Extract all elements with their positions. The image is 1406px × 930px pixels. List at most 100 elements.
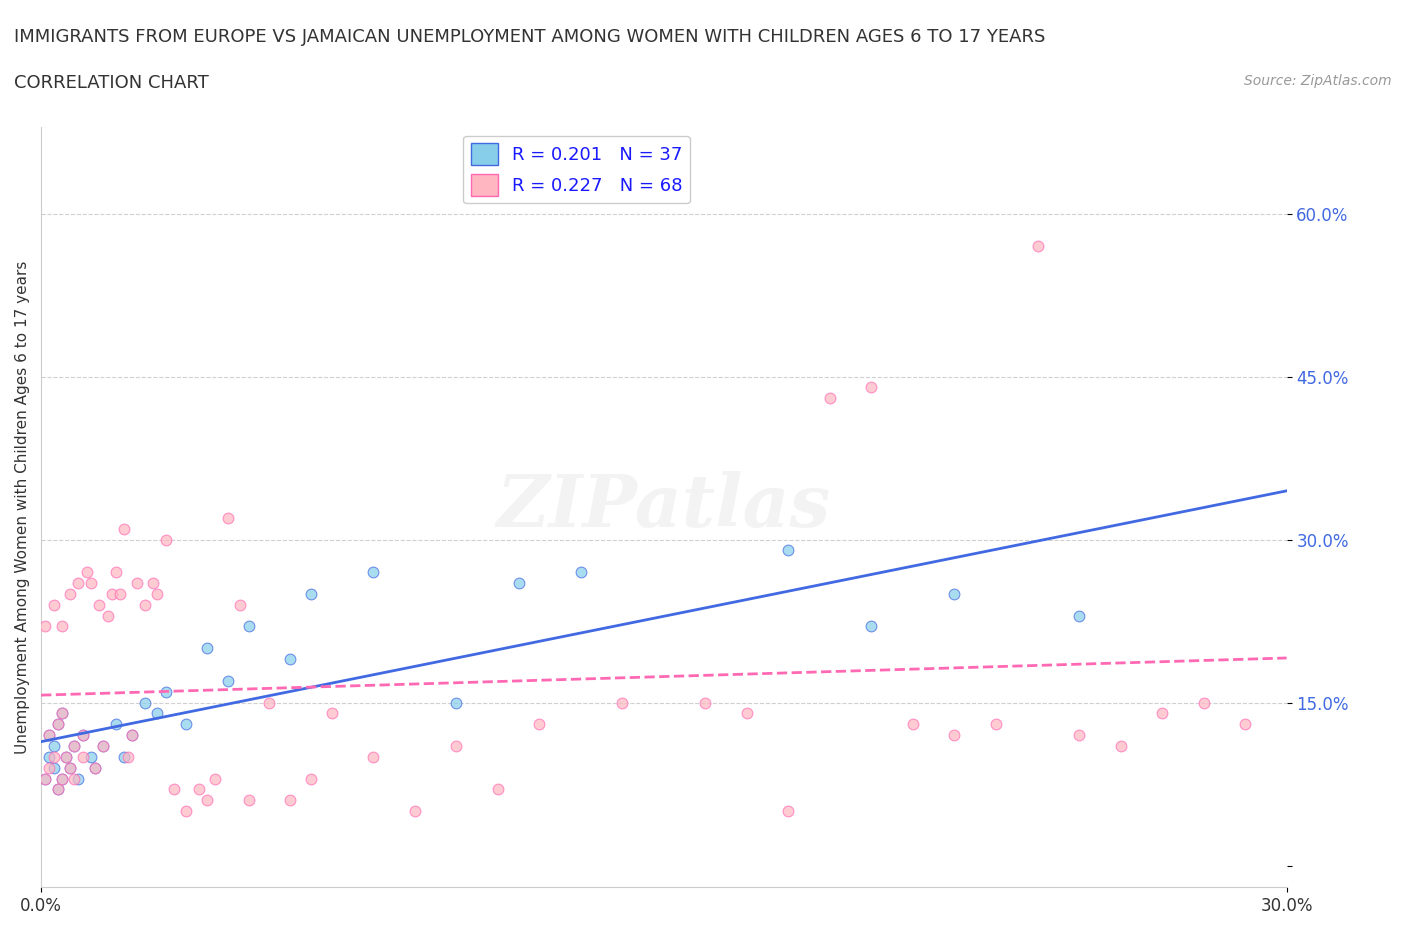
- Point: [134, 597, 156, 612]
- Point: [42, 597, 65, 612]
- Point: [42, 738, 65, 753]
- Point: [80, 576, 103, 591]
- Point: [486, 782, 509, 797]
- Point: [299, 587, 322, 602]
- Point: [238, 619, 260, 634]
- Point: [1109, 738, 1132, 753]
- Point: [176, 804, 198, 818]
- Point: [229, 597, 252, 612]
- Point: [901, 717, 924, 732]
- Point: [984, 717, 1007, 732]
- Point: [299, 771, 322, 786]
- Point: [46, 782, 69, 797]
- Point: [195, 641, 218, 656]
- Point: [76, 565, 98, 579]
- Point: [38, 727, 60, 742]
- Point: [1234, 717, 1257, 732]
- Point: [204, 771, 226, 786]
- Point: [51, 771, 73, 786]
- Y-axis label: Unemployment Among Women with Children Ages 6 to 17 years: Unemployment Among Women with Children A…: [15, 260, 30, 753]
- Point: [361, 565, 384, 579]
- Point: [529, 717, 551, 732]
- Point: [46, 782, 69, 797]
- Point: [121, 727, 143, 742]
- Point: [104, 565, 127, 579]
- Point: [51, 706, 73, 721]
- Point: [59, 761, 82, 776]
- Point: [55, 750, 77, 764]
- Point: [112, 521, 135, 536]
- Point: [134, 695, 156, 710]
- Point: [89, 597, 111, 612]
- Point: [361, 750, 384, 764]
- Point: [278, 793, 301, 808]
- Point: [446, 695, 468, 710]
- Point: [84, 761, 107, 776]
- Point: [1192, 695, 1215, 710]
- Point: [63, 738, 86, 753]
- Point: [259, 695, 281, 710]
- Point: [42, 761, 65, 776]
- Point: [278, 652, 301, 667]
- Point: [176, 717, 198, 732]
- Point: [72, 727, 94, 742]
- Point: [818, 391, 841, 405]
- Point: [860, 619, 883, 634]
- Point: [38, 727, 60, 742]
- Point: [117, 750, 139, 764]
- Point: [93, 738, 115, 753]
- Point: [108, 587, 131, 602]
- Text: ZIPatlas: ZIPatlas: [496, 472, 831, 542]
- Point: [42, 750, 65, 764]
- Point: [1150, 706, 1173, 721]
- Point: [46, 717, 69, 732]
- Point: [100, 587, 122, 602]
- Point: [155, 684, 177, 699]
- Point: [112, 750, 135, 764]
- Point: [569, 565, 592, 579]
- Point: [55, 750, 77, 764]
- Point: [93, 738, 115, 753]
- Point: [163, 782, 186, 797]
- Point: [84, 761, 107, 776]
- Point: [860, 380, 883, 395]
- Point: [446, 738, 468, 753]
- Point: [34, 619, 56, 634]
- Text: IMMIGRANTS FROM EUROPE VS JAMAICAN UNEMPLOYMENT AMONG WOMEN WITH CHILDREN AGES 6: IMMIGRANTS FROM EUROPE VS JAMAICAN UNEMP…: [14, 28, 1046, 46]
- Point: [59, 761, 82, 776]
- Point: [38, 761, 60, 776]
- Point: [217, 673, 239, 688]
- Point: [67, 771, 90, 786]
- Point: [59, 587, 82, 602]
- Point: [404, 804, 426, 818]
- Point: [146, 587, 169, 602]
- Point: [612, 695, 634, 710]
- Point: [1026, 239, 1049, 254]
- Point: [121, 727, 143, 742]
- Point: [1067, 727, 1090, 742]
- Point: [46, 717, 69, 732]
- Point: [72, 727, 94, 742]
- Point: [96, 608, 118, 623]
- Point: [217, 511, 239, 525]
- Point: [155, 532, 177, 547]
- Point: [195, 793, 218, 808]
- Point: [146, 706, 169, 721]
- Point: [238, 793, 260, 808]
- Point: [67, 576, 90, 591]
- Point: [778, 804, 800, 818]
- Point: [695, 695, 717, 710]
- Point: [508, 576, 530, 591]
- Text: CORRELATION CHART: CORRELATION CHART: [14, 74, 209, 92]
- Point: [34, 771, 56, 786]
- Text: Source: ZipAtlas.com: Source: ZipAtlas.com: [1244, 74, 1392, 88]
- Point: [1067, 608, 1090, 623]
- Point: [80, 750, 103, 764]
- Point: [72, 750, 94, 764]
- Legend: R = 0.201   N = 37, R = 0.227   N = 68: R = 0.201 N = 37, R = 0.227 N = 68: [464, 136, 690, 203]
- Point: [943, 587, 966, 602]
- Point: [943, 727, 966, 742]
- Point: [51, 619, 73, 634]
- Point: [104, 717, 127, 732]
- Point: [125, 576, 148, 591]
